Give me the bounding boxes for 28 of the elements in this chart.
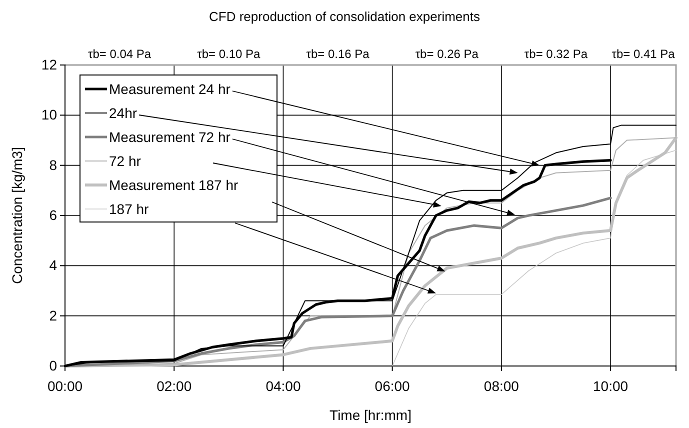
- x-tick-label: 10:00: [593, 378, 628, 394]
- y-axis-title: Concentration [kg/m3]: [9, 147, 25, 284]
- y-tick-label: 6: [49, 206, 58, 223]
- x-tick-label: 00:00: [47, 378, 83, 394]
- text: τb= 0.16 Pa: [306, 47, 370, 61]
- y-tick-label: 8: [49, 156, 58, 173]
- text: τb= 0.26 Pa: [415, 47, 479, 61]
- text: τb= 0.32 Pa: [524, 47, 588, 61]
- y-tick-label: 0: [49, 357, 58, 374]
- x-tick-label: 06:00: [374, 378, 410, 394]
- text: τb= 0.41 Pa: [612, 47, 676, 61]
- x-tick-label: 04:00: [266, 378, 301, 394]
- legend-label: 187 hr: [109, 201, 150, 217]
- y-tick-label: 10: [41, 106, 58, 123]
- y-tick-label: 2: [49, 307, 58, 324]
- legend-label: 24hr: [109, 105, 138, 121]
- x-tick-label: 02:00: [156, 378, 192, 394]
- y-tick-label: 4: [49, 257, 58, 274]
- y-tick-label: 12: [41, 56, 58, 72]
- legend-label: Measurement 72 hr: [109, 129, 231, 145]
- legend-label: 72 hr: [109, 153, 142, 169]
- legend-label: Measurement 187 hr: [109, 177, 239, 193]
- text: τb= 0.04 Pa: [88, 47, 152, 61]
- x-tick-label: 08:00: [484, 378, 520, 394]
- chart-title: CFD reproduction of consolidation experiments: [209, 9, 480, 24]
- text: τb= 0.10 Pa: [197, 47, 261, 61]
- legend-label: Measurement 24 hr: [109, 81, 231, 97]
- x-axis-title: Time [hr:mm]: [330, 407, 412, 423]
